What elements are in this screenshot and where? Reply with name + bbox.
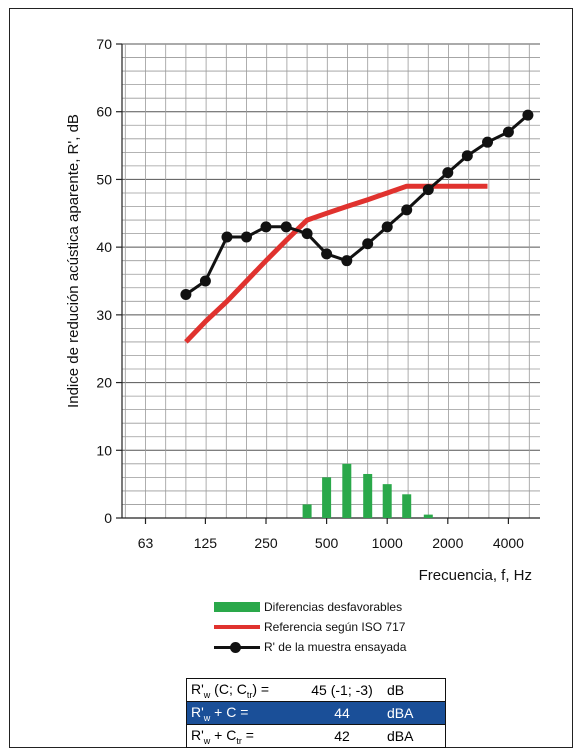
x-tick-label: 63 [138, 535, 154, 551]
x-tick-label: 4000 [493, 535, 524, 551]
measured-point [341, 255, 353, 267]
measured-point [482, 136, 494, 148]
legend-swatch-bars [210, 601, 260, 613]
bar [342, 463, 352, 518]
x-tick-label: 125 [194, 535, 218, 551]
legend-item-bars: Diferencias desfavorables [210, 597, 406, 617]
measured-point [240, 231, 252, 243]
measured-point [199, 275, 211, 287]
y-tick-label: 30 [96, 307, 112, 323]
measured-point [522, 109, 534, 121]
measured-point [260, 221, 272, 233]
legend: Diferencias desfavorables Referencia seg… [210, 597, 406, 657]
x-tick-label: 250 [254, 535, 278, 551]
y-tick-label: 70 [96, 36, 112, 52]
y-tick-label: 60 [96, 104, 112, 120]
rating-value: 44 [334, 705, 350, 721]
x-tick-label: 500 [315, 535, 339, 551]
y-tick-label: 50 [96, 171, 112, 187]
measured-point [442, 167, 454, 179]
y-tick-label: 10 [96, 442, 112, 458]
legend-label-reference: Referencia según ISO 717 [264, 620, 406, 634]
measured-point [401, 204, 413, 216]
measured-point [362, 238, 374, 250]
y-tick-label: 0 [104, 510, 112, 526]
rating-table: R'w (C; Ctr) = 45 (-1; -3) dB R'w + C = … [186, 678, 446, 748]
plot-area [122, 44, 540, 518]
y-axis-label: Indice de redución acústica aparente, R'… [65, 114, 82, 408]
measured-point [381, 221, 393, 233]
rating-unit: dBA [387, 728, 414, 744]
measured-point [321, 248, 333, 260]
rating-label: R'w + C = [191, 703, 249, 723]
x-axis-label: Frecuencia, f, Hz [419, 567, 532, 584]
measured-point [422, 184, 434, 196]
reference-line [184, 183, 488, 344]
bar [402, 494, 412, 518]
measured-point [180, 289, 192, 301]
measured-point [221, 231, 233, 243]
legend-label-measured: R' de la muestra ensayada [264, 640, 407, 654]
x-tick-label: 1000 [372, 535, 403, 551]
legend-swatch-measured [210, 641, 260, 653]
measured-point [301, 228, 313, 240]
legend-item-reference: Referencia según ISO 717 [210, 617, 406, 637]
y-tick-label: 40 [96, 239, 112, 255]
legend-item-measured: R' de la muestra ensayada [210, 637, 406, 657]
rating-label: R'w (C; Ctr) = [191, 680, 270, 700]
legend-label-bars: Diferencias desfavorables [264, 600, 403, 614]
bar [363, 473, 373, 518]
x-tick-label: 2000 [432, 535, 463, 551]
bar [382, 484, 392, 518]
rating-value: 45 (-1; -3) [311, 682, 373, 698]
bar [302, 504, 312, 518]
measured-point [502, 126, 514, 138]
rating-unit: dB [387, 682, 405, 698]
chart-canvas: 0 10 20 30 40 50 60 70 63 125 250 500 1000 2000 4000 In… [65, 36, 540, 584]
measured-point [280, 221, 292, 233]
legend-swatch-reference [210, 621, 260, 633]
measured-point [461, 150, 473, 162]
rating-row: R'w (C; Ctr) = 45 (-1; -3) dB [187, 679, 445, 701]
bar [322, 477, 332, 518]
rating-unit: dBA [387, 705, 414, 721]
y-tick-label: 20 [96, 375, 112, 391]
rating-value: 42 [334, 728, 350, 744]
bar [423, 514, 433, 518]
rating-label: R'w + Ctr = [191, 726, 254, 746]
rating-row: R'w + C = 44 dBA [187, 701, 445, 724]
rating-row: R'w + Ctr = 42 dBA [187, 724, 445, 747]
